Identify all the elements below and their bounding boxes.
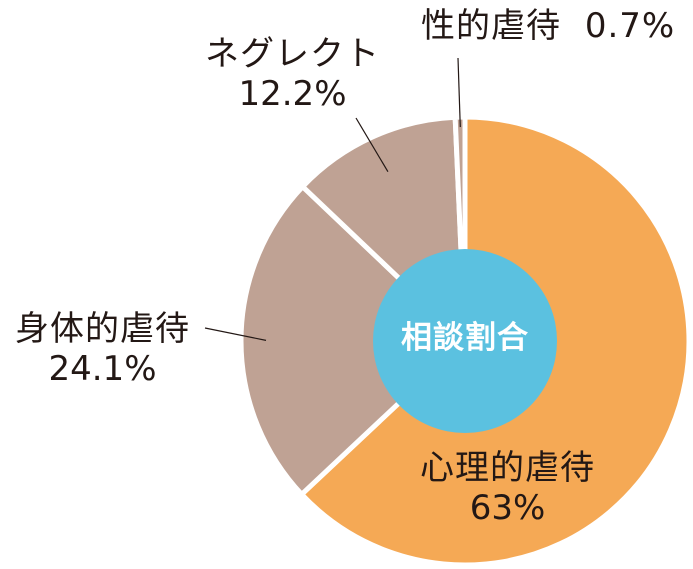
label-physical-pct: 24.1% [48, 349, 157, 389]
label-sexual-name: 性的虐待 [421, 6, 561, 46]
center-circle [373, 249, 557, 433]
label-physical-name: 身体的虐待 [15, 309, 190, 349]
label-physical: 身体的虐待 24.1% [5, 312, 200, 386]
leader-line-neglect [355, 117, 389, 173]
label-sexual-pct: 0.7% [584, 6, 676, 46]
label-neglect-name: ネグレクト [205, 34, 380, 74]
slice-physical [238, 184, 468, 497]
label-psychological-name: 心理的虐待 [420, 448, 595, 488]
label-sexual: 性的虐待 0.7% [421, 9, 675, 43]
label-psychological: 心理的虐待 63% [420, 451, 595, 525]
label-neglect-pct: 12.2% [238, 74, 347, 114]
label-neglect: ネグレクト 12.2% [195, 37, 390, 111]
leader-line-physical [204, 327, 267, 341]
label-sexual-text: 性的虐待 0.7% [421, 6, 675, 46]
label-psychological-pct: 63% [469, 488, 546, 528]
leader-line-sexual [457, 57, 461, 128]
center-label: 相談割合 [401, 320, 529, 356]
